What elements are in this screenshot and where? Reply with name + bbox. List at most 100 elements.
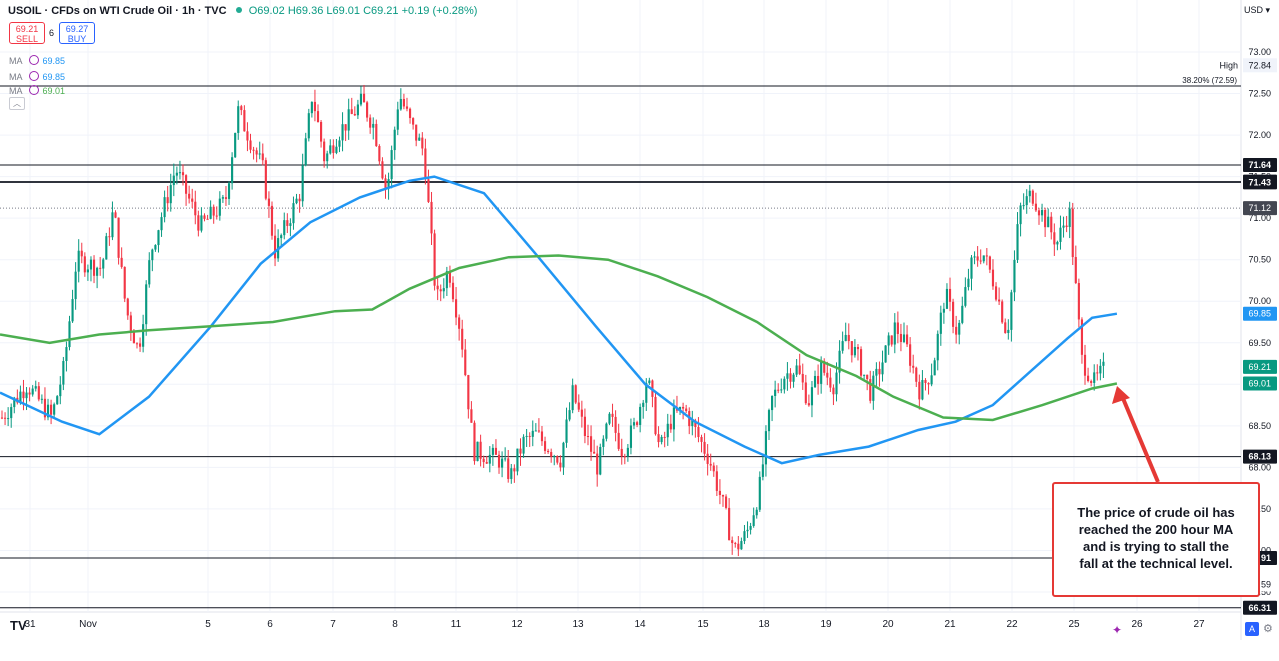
candle-body	[92, 259, 96, 276]
y-tick-label: 68.50	[1248, 421, 1271, 431]
ma-legend-row-2[interactable]: MA 69.85	[9, 71, 65, 82]
visibility-icon[interactable]	[28, 71, 39, 81]
x-tick-label: 7	[330, 619, 336, 630]
candle-body	[316, 111, 320, 122]
candle-body	[562, 442, 565, 468]
sparkle-icon[interactable]: ✦	[1112, 623, 1123, 637]
auto-scale-button[interactable]: A	[1245, 622, 1259, 636]
candle-body	[556, 456, 559, 463]
price-badge	[1243, 306, 1277, 321]
candle-body	[338, 140, 341, 147]
tradingview-logo[interactable]: TV	[10, 618, 27, 633]
candle-body	[418, 137, 421, 141]
candle-body	[206, 218, 209, 220]
candle-body	[832, 387, 835, 395]
candle-body	[504, 458, 507, 460]
sell-button[interactable]: 69.21 SELL	[9, 22, 45, 44]
x-tick-label: 12	[511, 619, 523, 630]
buy-price: 69.27	[65, 24, 89, 34]
candle-body	[697, 426, 700, 438]
buy-button[interactable]: 69.27 BUY	[59, 22, 95, 44]
candle-body	[212, 206, 215, 216]
candle-body	[550, 452, 553, 457]
candle-body	[574, 385, 577, 403]
candle-body	[890, 335, 893, 345]
x-tick-label: Nov	[79, 619, 97, 630]
ma-legend-label: MA	[9, 86, 23, 96]
y-tick-label: 71.00	[1248, 213, 1271, 223]
candle-body	[817, 375, 820, 384]
fib-level-label: 38.20% (72.59)	[1182, 76, 1237, 85]
gear-icon[interactable]: ⚙	[1263, 623, 1273, 635]
ma-legend-row-3[interactable]: MA 69.01	[9, 85, 65, 96]
candle-body	[154, 245, 157, 250]
candle-body	[752, 515, 755, 526]
candle-body	[166, 197, 169, 204]
candle-body	[694, 420, 697, 427]
moving-average-line	[0, 254, 1118, 422]
currency-selector[interactable]: USD ▾	[1244, 5, 1271, 15]
visibility-icon[interactable]	[28, 85, 39, 95]
candle-body	[1028, 190, 1031, 197]
candle-body	[10, 407, 13, 419]
candle-body	[1019, 205, 1022, 225]
candle-body	[378, 146, 381, 162]
candle-body	[89, 259, 93, 270]
candle-body	[0, 417, 4, 419]
candle-body	[231, 157, 234, 184]
candle-body	[313, 101, 317, 112]
candle-body	[270, 205, 274, 236]
y-tick-label: 72.50	[1248, 89, 1271, 99]
annotation-line: and is trying to stall the	[1083, 539, 1229, 554]
candle-body	[921, 380, 924, 400]
candle-body	[135, 343, 139, 345]
candle-body	[948, 288, 952, 302]
collapse-legend-button[interactable]: ︿	[9, 97, 25, 110]
buy-label: BUY	[67, 34, 87, 44]
candle-body	[292, 203, 295, 224]
annotation-callout[interactable]: The price of crude oil has reached the 2…	[1052, 482, 1260, 597]
candle-body	[43, 398, 47, 418]
candle-body	[283, 220, 286, 236]
candle-body	[448, 271, 452, 283]
candle-body	[1025, 196, 1028, 206]
candle-body	[724, 496, 728, 508]
candle-body	[451, 282, 455, 300]
candle-body	[234, 132, 237, 158]
candle-body	[390, 150, 393, 180]
x-tick-label: 27	[1193, 619, 1205, 630]
candle-body	[881, 362, 884, 375]
candle-body	[1093, 372, 1096, 383]
ma-legend-row-1[interactable]: MA 69.85	[9, 55, 65, 66]
candle-body	[626, 447, 629, 457]
candle-body	[1099, 365, 1102, 374]
y-tick-label: 70.00	[1248, 296, 1271, 306]
visibility-icon[interactable]	[28, 55, 39, 65]
ma-legend-value: 69.01	[42, 86, 66, 96]
candle-body	[267, 198, 270, 206]
candle-body	[654, 396, 657, 435]
candle-body	[289, 223, 292, 226]
candle-body	[559, 462, 562, 468]
candle-body	[485, 462, 488, 464]
candle-body	[25, 392, 28, 399]
candle-body	[114, 212, 117, 218]
candle-body	[789, 373, 792, 382]
candle-body	[952, 301, 955, 327]
candle-body	[111, 212, 114, 238]
candle-body	[994, 286, 998, 300]
candle-body	[13, 397, 16, 408]
candle-body	[1007, 329, 1010, 334]
symbol-title[interactable]: USOIL · CFDs on WTI Crude Oil · 1h · TVC	[8, 5, 227, 17]
candle-body	[359, 93, 363, 105]
candle-body	[181, 172, 185, 176]
candle-body	[169, 185, 172, 204]
candle-body	[599, 446, 602, 475]
x-tick-label: 31	[24, 619, 36, 630]
y-tick-label: 69.50	[1248, 338, 1271, 348]
x-tick-label: 11	[451, 619, 462, 630]
candle-body	[577, 402, 580, 410]
y-tick-label: 70.50	[1248, 255, 1271, 265]
candle-body	[120, 257, 123, 267]
